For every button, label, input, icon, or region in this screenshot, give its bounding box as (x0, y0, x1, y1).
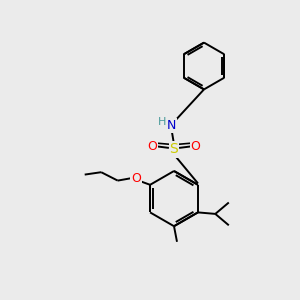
Text: O: O (148, 140, 157, 153)
Text: S: S (169, 142, 178, 156)
Text: H: H (158, 117, 166, 128)
Text: N: N (167, 119, 176, 132)
Text: O: O (191, 140, 200, 153)
Text: O: O (131, 172, 141, 185)
